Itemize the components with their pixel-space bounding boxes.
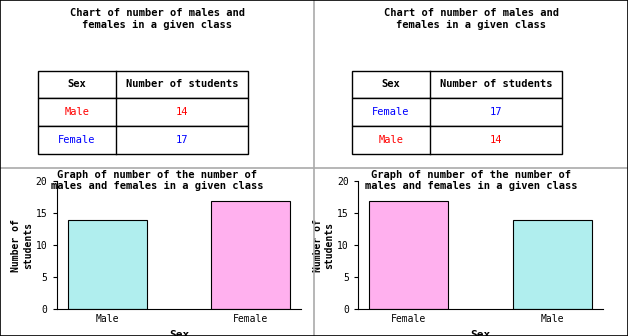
Text: 14: 14 — [490, 135, 502, 145]
Bar — [68, 220, 147, 309]
Text: Number of students: Number of students — [126, 79, 239, 89]
Y-axis label: Number of
students: Number of students — [313, 219, 334, 272]
Text: Sex: Sex — [68, 79, 86, 89]
Text: Female: Female — [58, 135, 95, 145]
Text: Chart of number of males and
females in a given class: Chart of number of males and females in … — [384, 8, 558, 30]
Text: Male: Male — [65, 107, 89, 117]
Bar — [512, 220, 592, 309]
Text: 17: 17 — [490, 107, 502, 117]
X-axis label: Sex: Sex — [169, 330, 189, 336]
Text: Female: Female — [372, 107, 409, 117]
Text: Graph of number of the number of
males and females in a given class: Graph of number of the number of males a… — [365, 170, 577, 191]
Bar — [352, 98, 562, 126]
Text: Chart of number of males and
females in a given class: Chart of number of males and females in … — [70, 8, 244, 30]
Text: Graph of number of the number of
males and females in a given class: Graph of number of the number of males a… — [51, 170, 263, 191]
Text: Sex: Sex — [382, 79, 400, 89]
Bar — [38, 98, 248, 126]
Bar — [38, 126, 248, 154]
Bar — [352, 126, 562, 154]
Text: Male: Male — [379, 135, 403, 145]
Text: 14: 14 — [176, 107, 188, 117]
Bar — [211, 201, 290, 309]
Bar — [38, 71, 248, 98]
Y-axis label: Number of
students: Number of students — [11, 219, 33, 272]
Text: Number of students: Number of students — [440, 79, 553, 89]
Bar — [352, 71, 562, 98]
X-axis label: Sex: Sex — [470, 330, 490, 336]
Text: 17: 17 — [176, 135, 188, 145]
Bar — [369, 201, 448, 309]
